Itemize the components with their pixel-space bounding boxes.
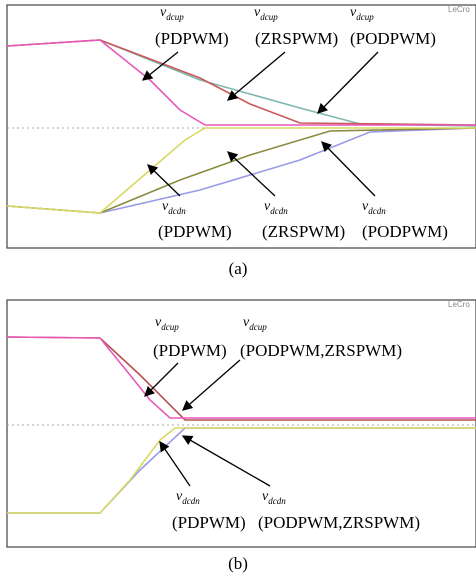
subscript: dcup: [161, 322, 179, 332]
subscript: dcdn: [270, 206, 288, 216]
panel-a: LeCro vdcup(PDPWM)vdcup(ZRSPWM)vdcup(POD…: [7, 5, 476, 278]
caption: (b): [228, 554, 248, 573]
subscript: dcdn: [168, 206, 186, 216]
mode-label: (PODPWM): [350, 29, 436, 48]
panel-b: LeCro vdcup(PDPWM)vdcup(PODPWM,ZRSPWM)vd…: [7, 300, 476, 573]
subscript: dcdn: [368, 206, 386, 216]
mode-label: (ZRSPWM): [255, 29, 338, 48]
mode-label: (PDPWM): [158, 222, 232, 241]
subscript: dcup: [166, 12, 184, 22]
subscript: dcup: [356, 12, 374, 22]
mode-label: (PODPWM,ZRSPWM): [240, 341, 402, 360]
figure: LeCro vdcup(PDPWM)vdcup(ZRSPWM)vdcup(POD…: [0, 0, 476, 575]
scope-brand: LeCro: [448, 300, 470, 309]
mode-label: (PODPWM,ZRSPWM): [258, 513, 420, 532]
mode-label: (ZRSPWM): [262, 222, 345, 241]
subscript: dcup: [260, 12, 278, 22]
mode-label: (PODPWM): [362, 222, 448, 241]
scope-brand: LeCro: [448, 5, 470, 14]
subscript: dcup: [249, 322, 267, 332]
mode-label: (PDPWM): [153, 341, 227, 360]
caption: (a): [229, 259, 248, 278]
mode-label: (PDPWM): [172, 513, 246, 532]
subscript: dcdn: [182, 496, 200, 506]
mode-label: (PDPWM): [155, 29, 229, 48]
subscript: dcdn: [268, 496, 286, 506]
